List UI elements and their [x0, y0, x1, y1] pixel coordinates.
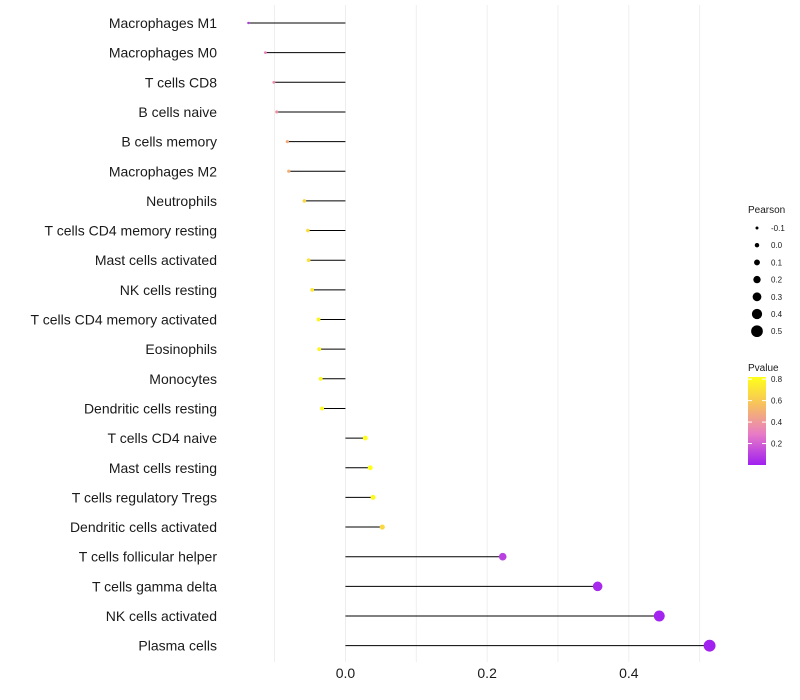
y-axis-label: Dendritic cells activated [70, 519, 217, 535]
y-axis-label: T cells regulatory Tregs [72, 489, 217, 505]
lollipop-point [306, 228, 310, 233]
size-legend-label: 0.1 [771, 258, 783, 267]
lollipop-point [320, 406, 325, 411]
lollipop-point [703, 639, 716, 652]
lollipop-point [310, 287, 315, 292]
size-legend-label: 0.2 [771, 276, 783, 285]
y-axis-label: T cells CD4 memory resting [45, 223, 217, 239]
color-legend-label: 0.4 [771, 418, 783, 427]
lollipop-point [318, 376, 323, 381]
lollipop-point [306, 258, 311, 263]
lollipop-point [287, 169, 291, 173]
size-legend-key [754, 259, 760, 266]
y-axis-label: Eosinophils [145, 341, 217, 357]
lollipop-point [285, 139, 289, 144]
size-legend-key [752, 292, 762, 302]
y-axis-label: NK cells activated [106, 608, 217, 624]
y-axis-label: NK cells resting [120, 282, 217, 298]
size-legend-label: 0.5 [771, 327, 783, 336]
lollipop-point [498, 552, 507, 561]
y-axis-label: T cells gamma delta [92, 578, 217, 594]
y-axis-label: B cells memory [121, 134, 217, 150]
y-axis-label: T cells CD4 memory activated [31, 312, 217, 328]
y-axis-label: T cells CD8 [145, 74, 217, 90]
y-axis-labels: Macrophages M1 Macrophages M0 T cells CD8 B… [31, 15, 218, 654]
pearson-size-legend: Pearson -0.1 0.0 0.1 0.2 0.3 0.4 0.5 [748, 205, 785, 338]
lollipop-stems [248, 22, 710, 647]
lollipop-points [247, 21, 716, 652]
lollipop-point [362, 435, 368, 441]
lollipop-point [247, 21, 250, 25]
size-legend-key [755, 226, 759, 230]
x-tick-label: 0.0 [336, 665, 356, 681]
y-axis-label: Macrophages M1 [109, 15, 217, 31]
lollipop-point [272, 80, 276, 84]
size-legend-label: -0.1 [771, 224, 785, 233]
lollipop-point [263, 51, 267, 55]
color-legend-label: 0.6 [771, 397, 783, 406]
pvalue-color-legend: Pvalue 0.2 0.4 0.6 0.8 [748, 363, 783, 465]
y-axis-label: Macrophages M0 [109, 45, 217, 61]
y-axis-label: Mast cells activated [95, 252, 217, 268]
y-axis-label: T cells follicular helper [79, 549, 218, 565]
lollipop-point [302, 199, 307, 203]
y-axis-label: Neutrophils [146, 193, 217, 209]
y-axis-label: B cells naive [138, 104, 217, 120]
color-legend-label: 0.8 [771, 375, 783, 384]
lollipop-point [370, 494, 376, 500]
size-legend-key [753, 275, 761, 284]
size-legend-title: Pearson [748, 205, 785, 216]
lollipop-point [316, 317, 321, 322]
lollipop-point [367, 465, 373, 471]
pvalue-colorbar [748, 377, 766, 465]
color-legend-title: Pvalue [748, 363, 779, 374]
y-axis-label: Macrophages M2 [109, 163, 217, 179]
x-tick-label: 0.4 [619, 665, 639, 681]
lollipop-point [653, 610, 665, 622]
x-tick-label: 0.2 [477, 665, 497, 681]
size-legend-key [754, 242, 760, 248]
size-legend-label: 0.4 [771, 310, 783, 319]
gridlines [274, 5, 701, 662]
y-axis-label: Mast cells resting [109, 460, 217, 476]
lollipop-point [275, 110, 279, 114]
size-legend-label: 0.3 [771, 293, 783, 302]
y-axis-label: T cells CD4 naive [108, 430, 218, 446]
lollipop-point [317, 347, 322, 352]
size-legend-label: 0.0 [771, 241, 783, 250]
y-axis-label: Dendritic cells resting [84, 400, 217, 416]
lollipop-point [592, 581, 603, 592]
size-legend-key [751, 308, 763, 320]
y-axis-label: Plasma cells [138, 638, 217, 654]
y-axis-label: Monocytes [149, 371, 217, 387]
color-legend-label: 0.2 [771, 440, 783, 449]
lollipop-point [379, 524, 385, 530]
size-legend-key [751, 325, 763, 338]
x-axis-labels: 0.0 0.2 0.4 [336, 665, 639, 681]
